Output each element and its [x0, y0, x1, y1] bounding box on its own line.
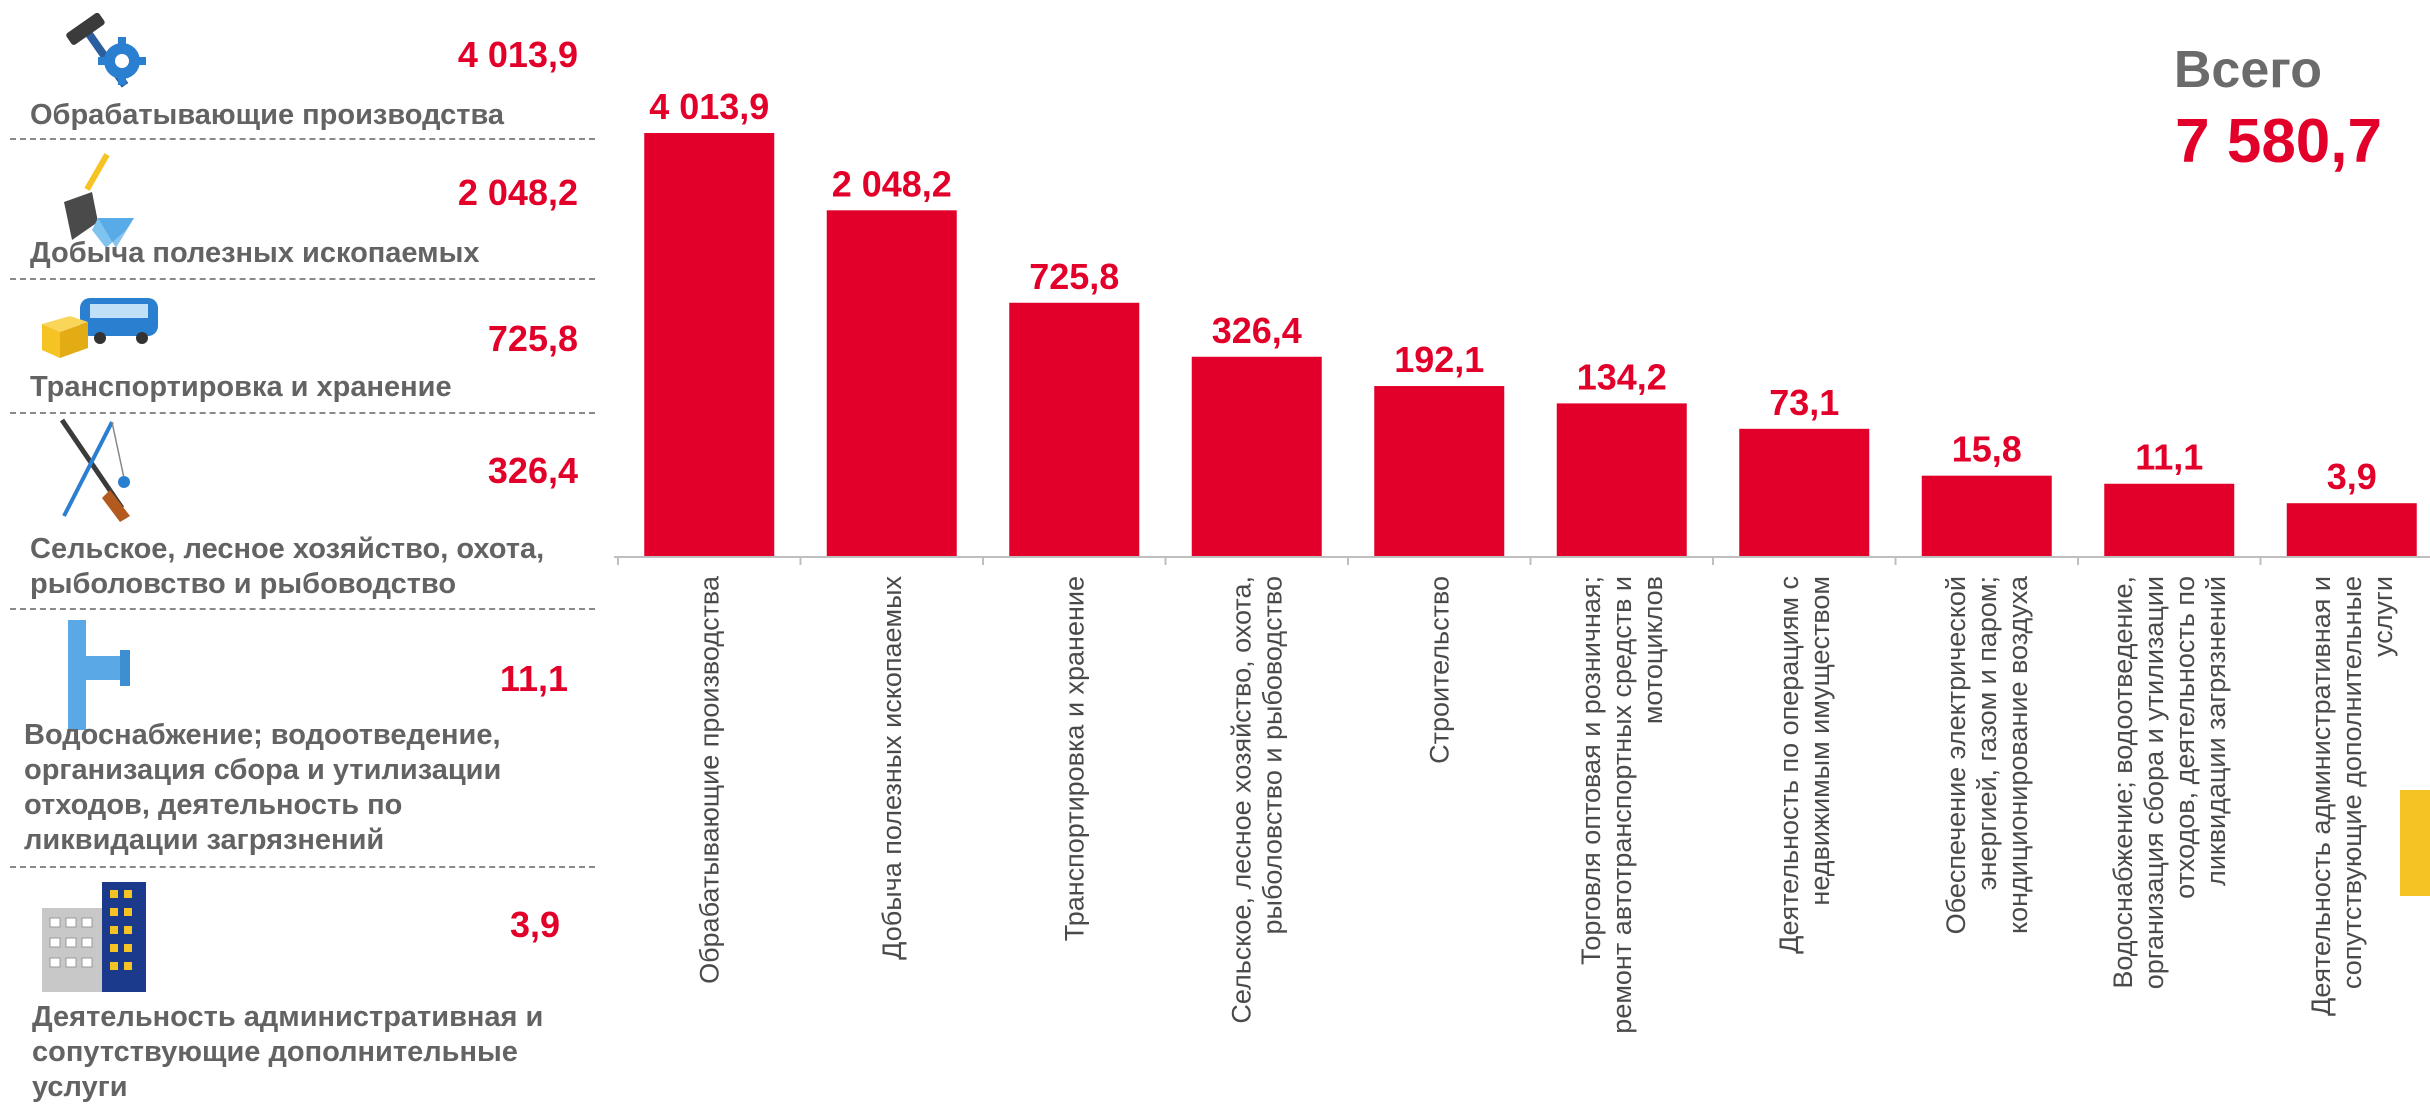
total-value: 7 580,7 — [2175, 107, 2382, 176]
legend-label: Сельское, лесное хозяйство, охота, рыбол… — [30, 533, 545, 600]
legend-item-water: 11,1 Водоснабжение; водоотведение, орган… — [0, 610, 600, 868]
bar-value-label: 326,4 — [1212, 310, 1302, 351]
bar-value-label: 11,1 — [2135, 437, 2203, 478]
divider — [10, 412, 595, 414]
bar — [2104, 483, 2235, 556]
x-tick-label: Добыча полезных ископаемых — [877, 576, 907, 960]
legend-value: 725,8 — [487, 318, 578, 359]
office-building-icon — [42, 882, 146, 992]
total-label: Всего — [2173, 41, 2322, 99]
x-tick-label: Транспортировка и хранение — [1059, 576, 1089, 941]
legend-label: Деятельность административная и сопутств… — [32, 1001, 544, 1103]
legend-item-transport: 725,8 Транспортировка и хранение — [0, 278, 600, 414]
bar — [1374, 386, 1505, 556]
water-pipe-icon — [68, 620, 130, 730]
bar — [1739, 428, 1870, 556]
legend-label: Транспортировка и хранение — [30, 371, 452, 403]
legend-item-administrative: 3,9 Деятельность административная и сопу… — [0, 866, 600, 1104]
accent-tab — [2400, 790, 2430, 896]
legend-label: Добыча полезных ископаемых — [30, 237, 480, 269]
bar — [2286, 503, 2417, 556]
legend-value: 3,9 — [509, 904, 560, 945]
legend-item-agriculture: 326,4 Сельское, лесное хозяйство, охота,… — [0, 412, 600, 610]
bar-value-label: 4 013,9 — [649, 86, 769, 127]
x-tick-label: Деятельность административная исопутству… — [2306, 576, 2398, 1016]
x-tick-label: Торговля оптовая и розничная;ремонт авто… — [1576, 576, 1668, 1034]
bar — [1009, 302, 1140, 556]
divider — [10, 608, 595, 610]
bar-value-label: 2 048,2 — [832, 163, 952, 204]
bar-value-label: 192,1 — [1394, 339, 1484, 380]
x-tick-label: Сельское, лесное хозяйство, охота,рыболо… — [1226, 576, 1287, 1024]
legend-item-manufacturing: 4 013,9 Обрабатывающие производства — [0, 0, 600, 140]
x-tick-label: Водоснабжение; водоотведение,организация… — [2108, 576, 2231, 989]
shovel-diamond-icon — [64, 153, 134, 248]
bar — [1191, 356, 1322, 556]
x-tick-label: Строительство — [1424, 576, 1454, 764]
x-tick-label: Деятельность по операциям снедвижимым им… — [1774, 576, 1835, 954]
bar — [1921, 475, 2052, 556]
divider — [10, 278, 595, 280]
bar — [826, 210, 957, 556]
bus-box-icon — [42, 298, 158, 358]
legend-item-mining: 2 048,2 Добыча полезных ископаемых — [0, 140, 600, 280]
rifle-fishing-rod-icon — [59, 418, 130, 522]
bar-value-label: 73,1 — [1769, 382, 1839, 423]
x-tick-label: Обрабатывающие производства — [694, 575, 724, 984]
bar — [1556, 403, 1687, 556]
legend-value: 2 048,2 — [457, 172, 578, 213]
divider — [10, 138, 595, 140]
divider — [10, 866, 595, 868]
bar-value-label: 3,9 — [2327, 456, 2377, 497]
legend-value: 4 013,9 — [457, 34, 578, 75]
bar-chart: 4 013,9 Обрабатывающие производства 2 048,… — [614, 86, 2430, 1034]
legend-label: Водоснабжение; водоотведение, организаци… — [24, 719, 502, 856]
sidebar-legend: 4 013,9 Обрабатывающие производства 2 04… — [0, 0, 600, 1104]
bar-value-label: 15,8 — [1952, 429, 2022, 470]
legend-value: 326,4 — [487, 450, 578, 491]
legend-label: Обрабатывающие производства — [30, 99, 505, 131]
hammer-gear-icon — [66, 12, 146, 88]
bar-value-label: 725,8 — [1029, 256, 1119, 297]
x-tick-label: Обеспечение электрическойэнергией, газом… — [1941, 575, 2033, 934]
bar — [644, 133, 775, 556]
legend-value: 11,1 — [499, 658, 568, 699]
bar-value-label: 134,2 — [1577, 356, 1667, 397]
